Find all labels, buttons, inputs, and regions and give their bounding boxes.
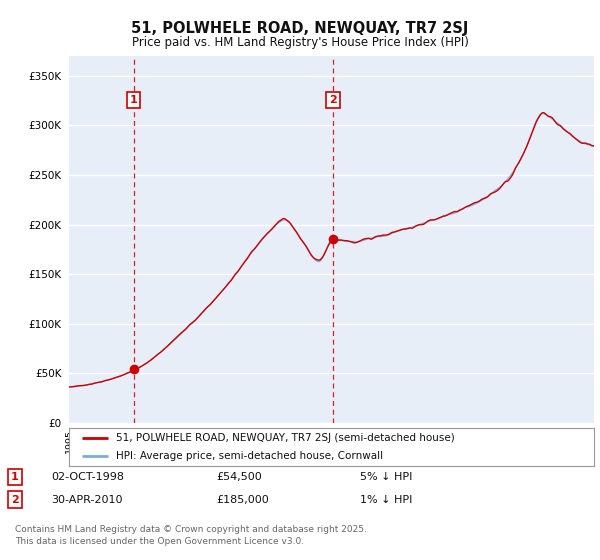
Text: HPI: Average price, semi-detached house, Cornwall: HPI: Average price, semi-detached house,… — [116, 451, 383, 461]
Text: Price paid vs. HM Land Registry's House Price Index (HPI): Price paid vs. HM Land Registry's House … — [131, 36, 469, 49]
Text: 2: 2 — [11, 494, 19, 505]
Text: 5% ↓ HPI: 5% ↓ HPI — [360, 472, 412, 482]
Text: Contains HM Land Registry data © Crown copyright and database right 2025.
This d: Contains HM Land Registry data © Crown c… — [15, 525, 367, 546]
Text: 1: 1 — [130, 95, 137, 105]
Text: 1: 1 — [11, 472, 19, 482]
Text: 51, POLWHELE ROAD, NEWQUAY, TR7 2SJ (semi-detached house): 51, POLWHELE ROAD, NEWQUAY, TR7 2SJ (sem… — [116, 433, 455, 443]
Text: 51, POLWHELE ROAD, NEWQUAY, TR7 2SJ: 51, POLWHELE ROAD, NEWQUAY, TR7 2SJ — [131, 21, 469, 36]
Text: 02-OCT-1998: 02-OCT-1998 — [51, 472, 124, 482]
Text: 30-APR-2010: 30-APR-2010 — [51, 494, 122, 505]
Text: 2: 2 — [329, 95, 337, 105]
Text: 1% ↓ HPI: 1% ↓ HPI — [360, 494, 412, 505]
Text: £185,000: £185,000 — [216, 494, 269, 505]
Text: £54,500: £54,500 — [216, 472, 262, 482]
